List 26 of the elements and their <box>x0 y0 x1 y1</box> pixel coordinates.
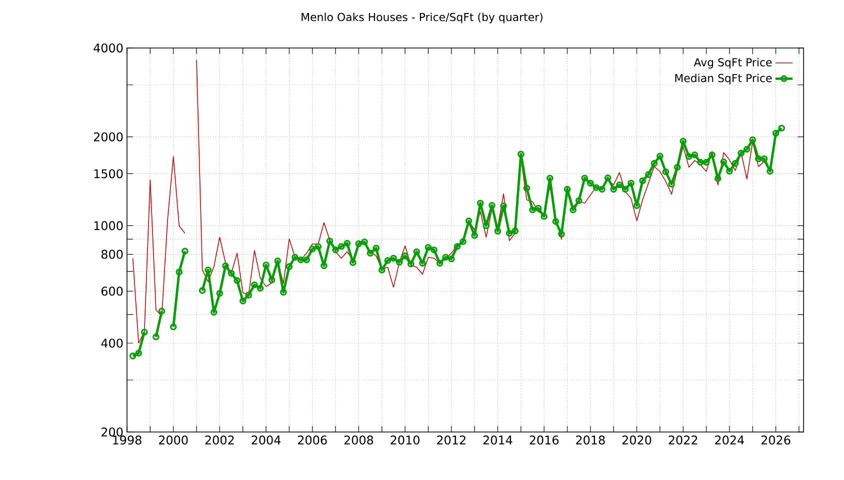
y-tick-label: 1000 <box>94 221 123 230</box>
y-tick-label: 1500 <box>94 169 123 178</box>
y-tick-label: 2000 <box>94 132 123 142</box>
y-tick-label: 200 <box>102 427 123 437</box>
x-tick-label: 2024 <box>715 436 744 445</box>
chart-title: Menlo Oaks Houses - Price/SqFt (by quarter) <box>302 12 542 24</box>
y-tick-label: 4000 <box>94 43 123 53</box>
legend-label: Median SqFt Price <box>675 74 772 84</box>
x-tick-label: 2002 <box>205 436 234 445</box>
x-tick-label: 2026 <box>761 436 790 445</box>
x-tick-label: 2020 <box>622 436 652 445</box>
y-tick-label: 600 <box>101 286 123 296</box>
x-tick-label: 2022 <box>668 436 698 445</box>
x-tick-label: 1998 <box>113 436 142 445</box>
y-tick-label: 400 <box>101 338 123 348</box>
x-tick-label: 2008 <box>344 436 374 445</box>
x-tick-label: 2000 <box>159 436 188 445</box>
x-tick-label: 2018 <box>576 436 605 445</box>
y-tick-label: 800 <box>101 250 123 259</box>
x-tick-label: 2004 <box>252 436 281 445</box>
x-tick-label: 2012 <box>437 436 466 445</box>
legend-label: Avg SqFt Price <box>694 58 772 69</box>
x-tick-label: 2010 <box>390 436 420 445</box>
x-tick-label: 2016 <box>530 436 559 445</box>
x-tick-label: 2006 <box>298 436 327 445</box>
x-tick-label: 2014 <box>483 436 512 445</box>
